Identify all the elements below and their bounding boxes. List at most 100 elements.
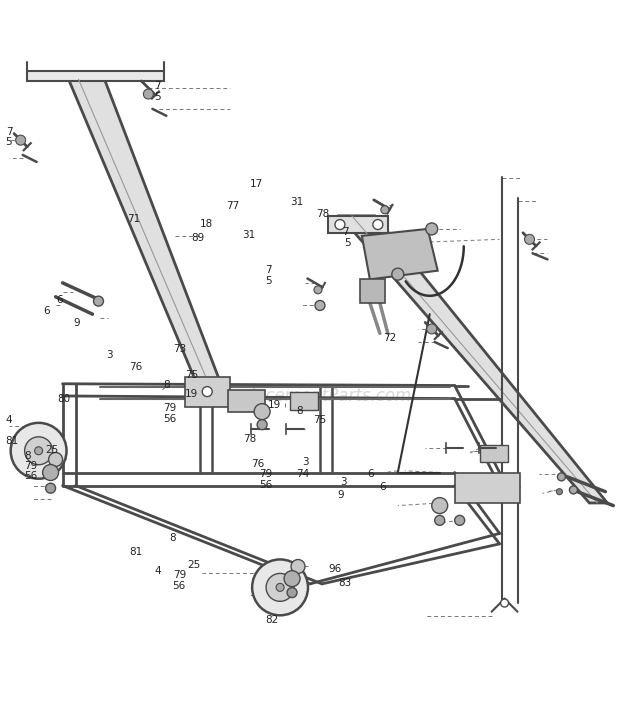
- Circle shape: [48, 452, 63, 466]
- Text: 56: 56: [163, 414, 176, 424]
- Text: 8: 8: [163, 380, 169, 390]
- Text: 7: 7: [265, 265, 272, 275]
- Circle shape: [11, 423, 66, 479]
- Polygon shape: [69, 79, 222, 387]
- Text: 25: 25: [45, 444, 58, 454]
- Text: 71: 71: [128, 215, 141, 225]
- Text: 79: 79: [172, 570, 186, 580]
- FancyBboxPatch shape: [290, 392, 318, 410]
- Polygon shape: [360, 279, 385, 303]
- Text: 79: 79: [163, 403, 176, 413]
- Circle shape: [315, 301, 325, 311]
- Text: 5: 5: [265, 277, 272, 287]
- Text: 18: 18: [200, 220, 213, 230]
- Text: 6: 6: [43, 306, 50, 316]
- Text: 3: 3: [303, 457, 309, 467]
- Circle shape: [25, 437, 53, 465]
- Text: 89: 89: [191, 233, 205, 243]
- Circle shape: [284, 571, 300, 587]
- Text: 6: 6: [379, 481, 386, 491]
- Text: 75: 75: [185, 370, 198, 380]
- Circle shape: [427, 324, 436, 334]
- Text: 83: 83: [338, 578, 351, 588]
- Circle shape: [557, 473, 565, 481]
- FancyBboxPatch shape: [480, 444, 508, 462]
- Text: 73: 73: [172, 344, 186, 354]
- Text: 56: 56: [259, 481, 273, 491]
- Text: 7: 7: [6, 127, 12, 137]
- Text: 19: 19: [268, 400, 281, 410]
- Text: 17: 17: [249, 178, 263, 188]
- Circle shape: [392, 268, 404, 280]
- Text: 82: 82: [265, 615, 279, 625]
- Circle shape: [16, 135, 25, 145]
- Text: 74: 74: [296, 469, 309, 479]
- Text: 78: 78: [316, 210, 329, 220]
- Circle shape: [287, 587, 297, 597]
- Text: 4: 4: [6, 415, 12, 425]
- Circle shape: [335, 220, 345, 230]
- Text: 79: 79: [24, 461, 37, 471]
- Polygon shape: [362, 229, 438, 279]
- Text: 31: 31: [242, 230, 255, 240]
- Text: 56: 56: [172, 581, 186, 591]
- Circle shape: [266, 573, 294, 602]
- Text: 8: 8: [169, 533, 175, 543]
- Circle shape: [525, 235, 534, 245]
- Circle shape: [432, 498, 448, 513]
- Text: 9: 9: [74, 319, 81, 328]
- Text: 72: 72: [383, 333, 396, 343]
- Circle shape: [35, 447, 43, 455]
- Circle shape: [426, 223, 438, 235]
- Polygon shape: [185, 377, 230, 407]
- Circle shape: [373, 220, 383, 230]
- Text: 81: 81: [130, 547, 143, 557]
- Polygon shape: [340, 216, 608, 503]
- Circle shape: [556, 488, 562, 495]
- Text: eReplacementParts.com: eReplacementParts.com: [208, 387, 412, 405]
- Circle shape: [454, 515, 464, 525]
- Circle shape: [43, 464, 58, 481]
- Text: 56: 56: [24, 471, 37, 481]
- Text: 76: 76: [130, 362, 143, 372]
- Circle shape: [569, 486, 577, 494]
- Circle shape: [381, 205, 389, 214]
- Text: 7: 7: [342, 227, 349, 237]
- Text: 81: 81: [6, 436, 19, 446]
- Circle shape: [291, 560, 305, 574]
- Text: 25: 25: [187, 560, 201, 570]
- Polygon shape: [228, 390, 265, 412]
- Text: 7: 7: [154, 81, 161, 92]
- Text: 6: 6: [367, 469, 373, 479]
- Circle shape: [202, 387, 212, 397]
- Text: 3: 3: [106, 351, 112, 360]
- Polygon shape: [328, 216, 388, 233]
- Text: 77: 77: [226, 201, 240, 210]
- Text: 79: 79: [259, 469, 273, 479]
- Text: 80: 80: [58, 394, 71, 404]
- Circle shape: [435, 515, 445, 525]
- Text: 3: 3: [340, 477, 347, 487]
- Text: 5: 5: [154, 92, 161, 102]
- Circle shape: [254, 404, 270, 419]
- Circle shape: [257, 419, 267, 429]
- Polygon shape: [454, 473, 520, 503]
- Circle shape: [46, 483, 56, 493]
- Circle shape: [276, 584, 284, 592]
- Circle shape: [252, 560, 308, 615]
- Text: 8: 8: [24, 451, 31, 461]
- Polygon shape: [27, 70, 164, 81]
- Text: 4: 4: [154, 566, 161, 576]
- Text: 9: 9: [338, 490, 345, 500]
- Text: 19: 19: [185, 389, 198, 399]
- Circle shape: [143, 89, 153, 99]
- Text: 5: 5: [6, 137, 12, 147]
- Text: 96: 96: [329, 564, 342, 574]
- Circle shape: [500, 599, 508, 607]
- Text: 76: 76: [251, 459, 265, 469]
- Text: 75: 75: [313, 415, 326, 425]
- Text: 8: 8: [296, 406, 303, 416]
- Text: 78: 78: [243, 434, 257, 444]
- Text: 31: 31: [290, 197, 303, 207]
- Text: 5: 5: [344, 238, 351, 248]
